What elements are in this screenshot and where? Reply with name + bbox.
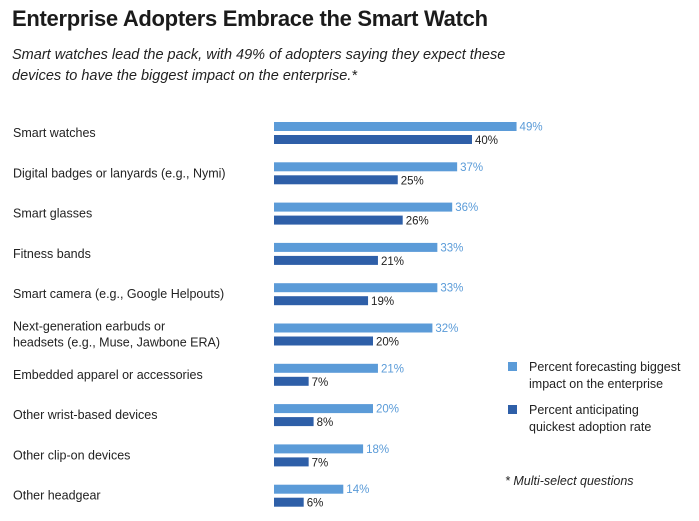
legend-swatch-forecast-impact	[508, 362, 517, 371]
value-label-adoption-rate: 8%	[317, 417, 334, 429]
value-label-adoption-rate: 7%	[312, 457, 329, 469]
bar-adoption-rate	[274, 296, 369, 306]
bar-forecast-impact	[274, 363, 378, 373]
legend-label: Percent forecasting biggest	[529, 360, 681, 374]
bar-forecast-impact	[274, 122, 517, 131]
legend-label: Percent anticipating	[529, 403, 639, 417]
legend-label: impact on the enterprise	[529, 377, 663, 391]
value-label-adoption-rate: 20%	[376, 337, 399, 349]
value-label-forecast-impact: 18%	[366, 444, 389, 456]
value-label-adoption-rate: 7%	[312, 377, 329, 389]
legend-swatch-adoption-rate	[508, 405, 517, 414]
value-label-forecast-impact: 49%	[520, 122, 543, 134]
category-label: Next-generation earbuds or	[13, 320, 165, 334]
value-labels: 49% 40% 37% 25% 36% 26% 33% 21% 33% 19% 32% 20% 21% 7…	[307, 122, 543, 510]
bar-adoption-rate	[274, 336, 373, 346]
value-label-forecast-impact: 20%	[376, 404, 399, 416]
bars	[274, 122, 517, 507]
category-label: Other headgear	[13, 489, 101, 503]
bar-forecast-impact	[274, 283, 438, 293]
value-label-forecast-impact: 21%	[381, 363, 404, 375]
category-label: Digital badges or lanyards (e.g., Nymi)	[13, 166, 226, 180]
value-label-forecast-impact: 37%	[460, 162, 483, 174]
category-label: Other clip-on devices	[13, 448, 130, 462]
value-label-forecast-impact: 14%	[346, 484, 369, 496]
category-label: Embedded apparel or accessories	[13, 368, 203, 382]
bar-adoption-rate	[274, 417, 314, 427]
bar-forecast-impact	[274, 404, 373, 414]
bar-adoption-rate	[274, 135, 472, 144]
bar-adoption-rate	[274, 497, 304, 507]
bar-adoption-rate	[274, 215, 403, 225]
legend: Percent forecasting biggest impact on the…	[508, 360, 681, 434]
footnote: * Multi-select questions	[505, 474, 634, 488]
value-label-forecast-impact: 32%	[435, 323, 458, 335]
bar-forecast-impact	[274, 484, 344, 494]
bar-adoption-rate	[274, 376, 309, 386]
bar-forecast-impact	[274, 444, 364, 454]
category-label: Smart camera (e.g., Google Helpouts)	[13, 287, 224, 301]
value-label-adoption-rate: 26%	[406, 216, 429, 228]
category-label: Fitness bands	[13, 247, 91, 261]
category-label: headsets (e.g., Muse, Jawbone ERA)	[13, 336, 220, 350]
value-label-forecast-impact: 33%	[440, 283, 463, 295]
bar-adoption-rate	[274, 175, 398, 185]
value-label-adoption-rate: 21%	[381, 256, 404, 268]
value-label-forecast-impact: 33%	[440, 242, 463, 254]
bar-forecast-impact	[274, 242, 438, 252]
category-labels: Smart watches Digital badges or lanyards …	[13, 126, 226, 503]
value-label-adoption-rate: 25%	[401, 175, 424, 187]
category-label: Smart watches	[13, 126, 96, 140]
value-label-adoption-rate: 6%	[307, 498, 324, 510]
category-label: Other wrist-based devices	[13, 408, 158, 422]
value-label-adoption-rate: 40%	[475, 135, 498, 147]
value-label-forecast-impact: 36%	[455, 202, 478, 214]
bar-forecast-impact	[274, 323, 433, 333]
chart-subtitle: Smart watches lead the pack, with 49% of…	[12, 47, 506, 84]
legend-label: quickest adoption rate	[529, 420, 651, 434]
category-label: Smart glasses	[13, 207, 92, 221]
bar-forecast-impact	[274, 162, 458, 172]
value-label-adoption-rate: 19%	[371, 296, 394, 308]
bar-forecast-impact	[274, 202, 453, 212]
chart-title: Enterprise Adopters Embrace the Smart Wa…	[12, 6, 488, 31]
bar-adoption-rate	[274, 457, 309, 467]
bar-adoption-rate	[274, 255, 378, 265]
